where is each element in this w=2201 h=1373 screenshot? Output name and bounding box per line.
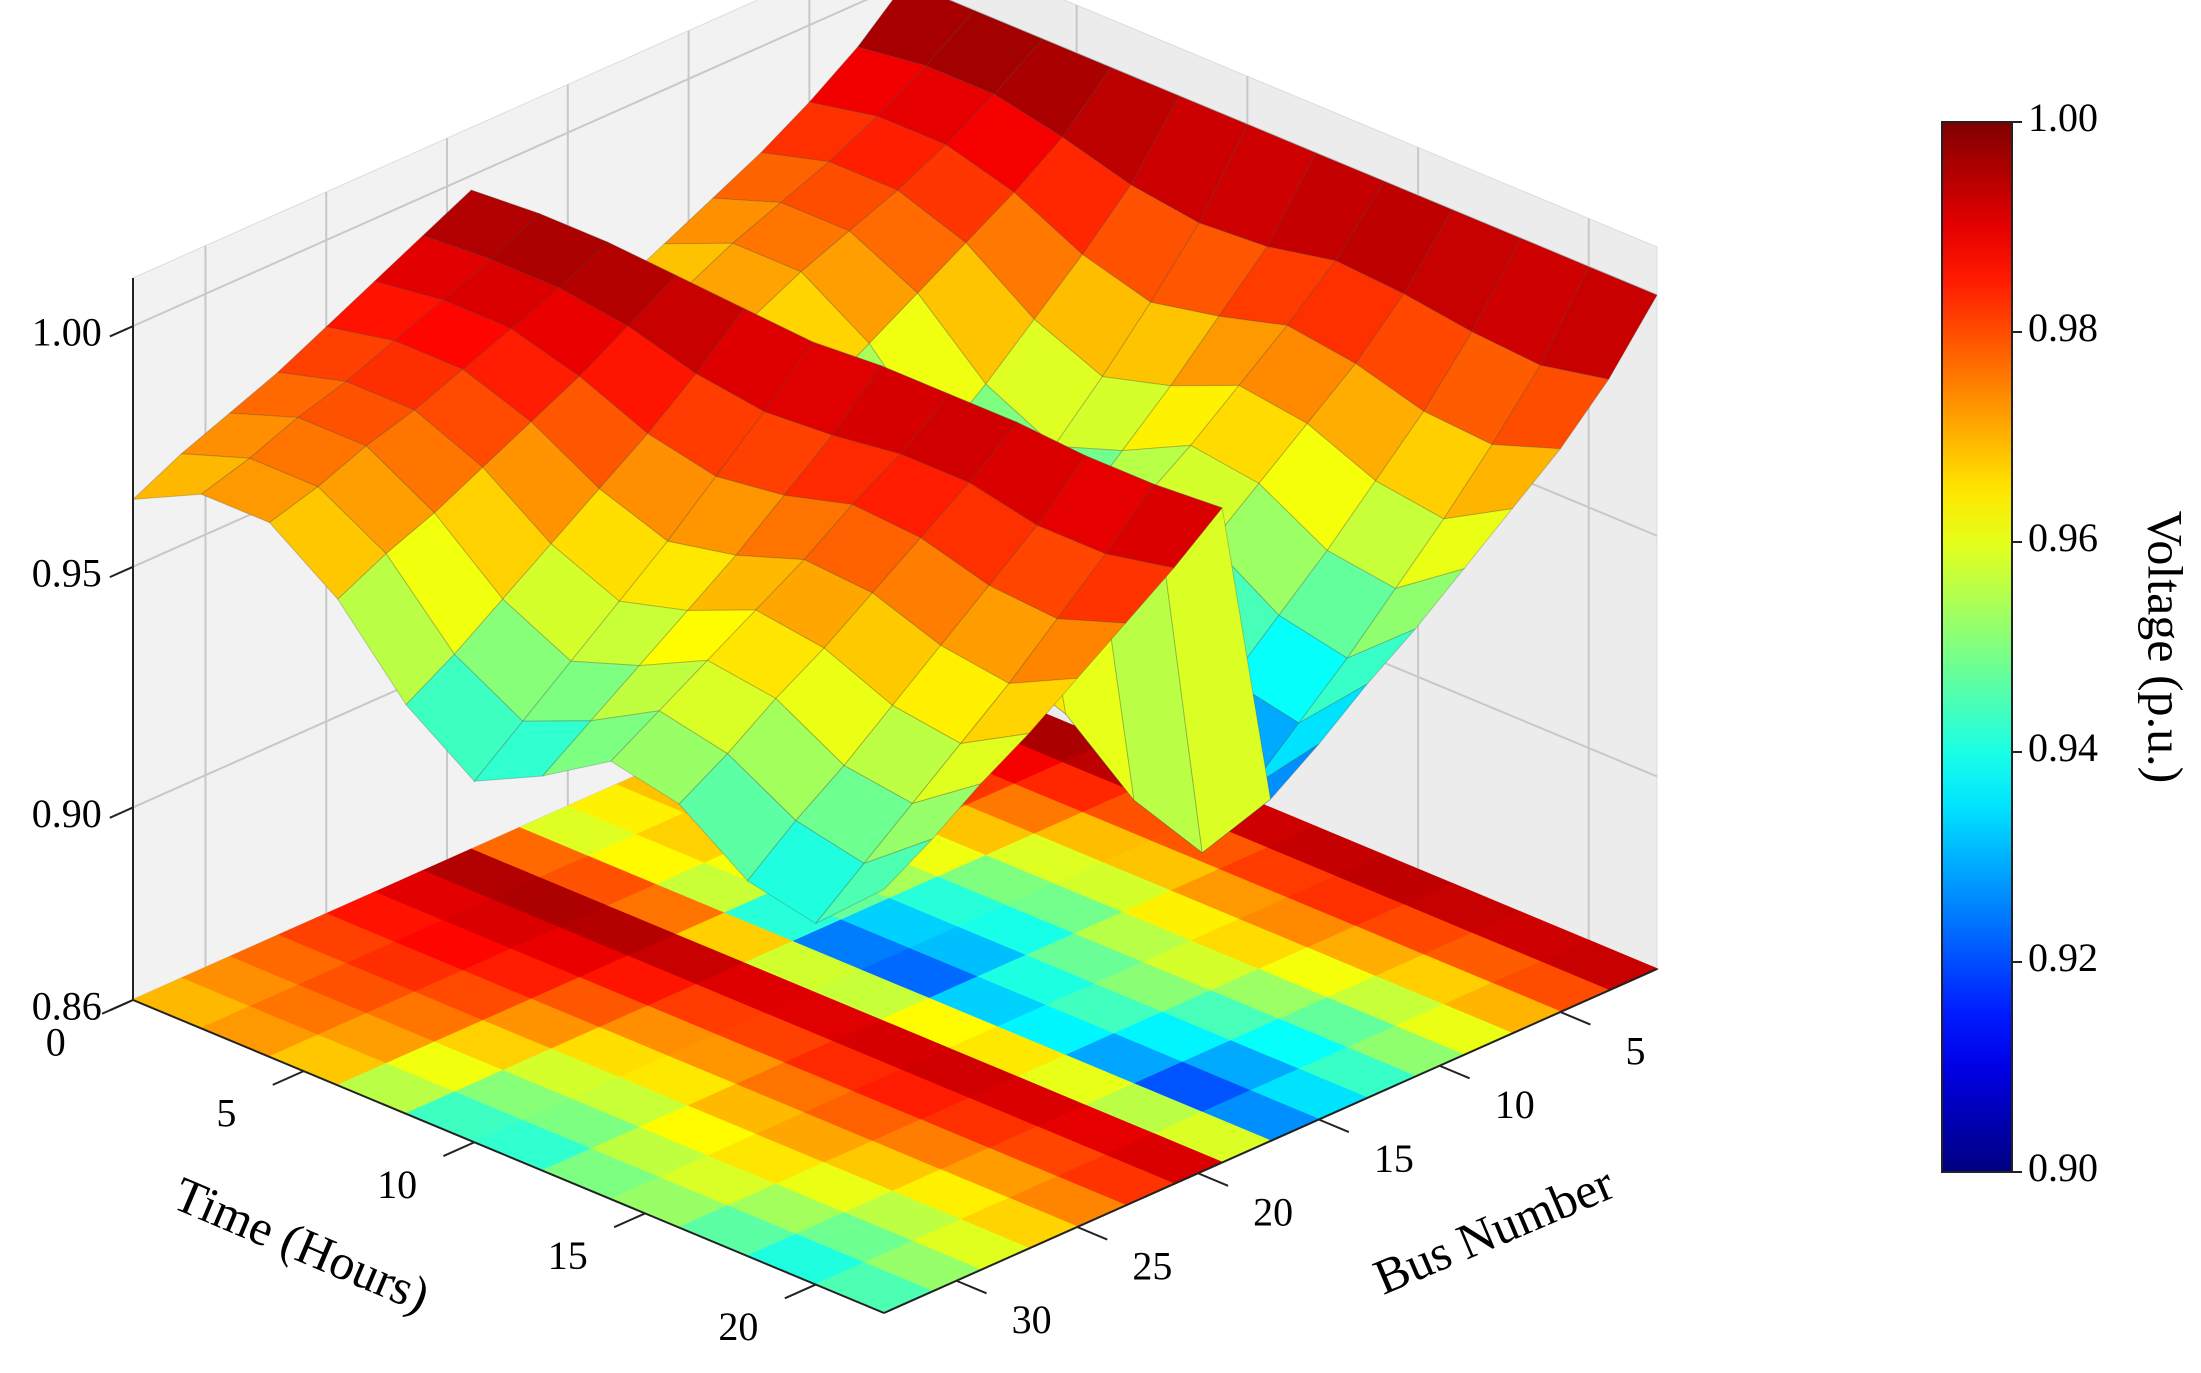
x-tick bbox=[272, 1070, 305, 1086]
y-tick bbox=[1318, 1118, 1350, 1133]
colorbar bbox=[1941, 121, 2013, 1173]
y-tick bbox=[1439, 1064, 1471, 1080]
x-tick-label: 15 bbox=[548, 1233, 588, 1278]
y-tick bbox=[956, 1279, 987, 1295]
x-tick bbox=[101, 999, 134, 1015]
y-tick bbox=[1197, 1172, 1229, 1187]
y-tick bbox=[1559, 1011, 1591, 1026]
colorbar-tick-label: 0.96 bbox=[2028, 515, 2098, 560]
x-tick-label: 5 bbox=[216, 1091, 236, 1136]
y-tick-label: 5 bbox=[1625, 1028, 1645, 1073]
y-tick-label: 10 bbox=[1495, 1082, 1535, 1127]
y-tick-label: 30 bbox=[1012, 1297, 1052, 1342]
z-tick-label: 0.90 bbox=[32, 791, 102, 836]
colorbar-tick-label: 0.90 bbox=[2028, 1145, 2098, 1190]
x-tick-label: 10 bbox=[377, 1162, 417, 1207]
surface-cell bbox=[815, 838, 933, 924]
colorbar-tick-label: 0.92 bbox=[2028, 935, 2098, 980]
y-tick bbox=[1076, 1226, 1108, 1241]
axis-line bbox=[883, 968, 1658, 1314]
x-tick bbox=[784, 1283, 817, 1300]
y-tick-label: 25 bbox=[1132, 1243, 1172, 1288]
colorbar-tick-label: 0.98 bbox=[2028, 305, 2098, 350]
z-tick bbox=[109, 806, 134, 819]
x-tick-label: 20 bbox=[718, 1304, 758, 1349]
z-tick-label: 1.00 bbox=[32, 310, 102, 355]
x-tick bbox=[443, 1141, 475, 1157]
y-tick-label: 15 bbox=[1374, 1136, 1414, 1181]
grid-line bbox=[132, 0, 869, 328]
y-tick-label: 20 bbox=[1253, 1190, 1293, 1235]
x-tick bbox=[613, 1212, 646, 1229]
colorbar-tick-label: 0.94 bbox=[2028, 725, 2098, 770]
z-tick bbox=[109, 325, 134, 338]
z-tick-label: 0.86 bbox=[32, 983, 102, 1028]
colorbar-title: Voltage (p.u.) bbox=[2138, 511, 2194, 784]
x-tick-label: 0 bbox=[46, 1020, 66, 1065]
colorbar-tick-label: 1.00 bbox=[2028, 95, 2098, 140]
z-tick bbox=[109, 565, 134, 579]
axis-line bbox=[132, 999, 885, 1314]
z-tick-label: 0.95 bbox=[32, 550, 102, 595]
